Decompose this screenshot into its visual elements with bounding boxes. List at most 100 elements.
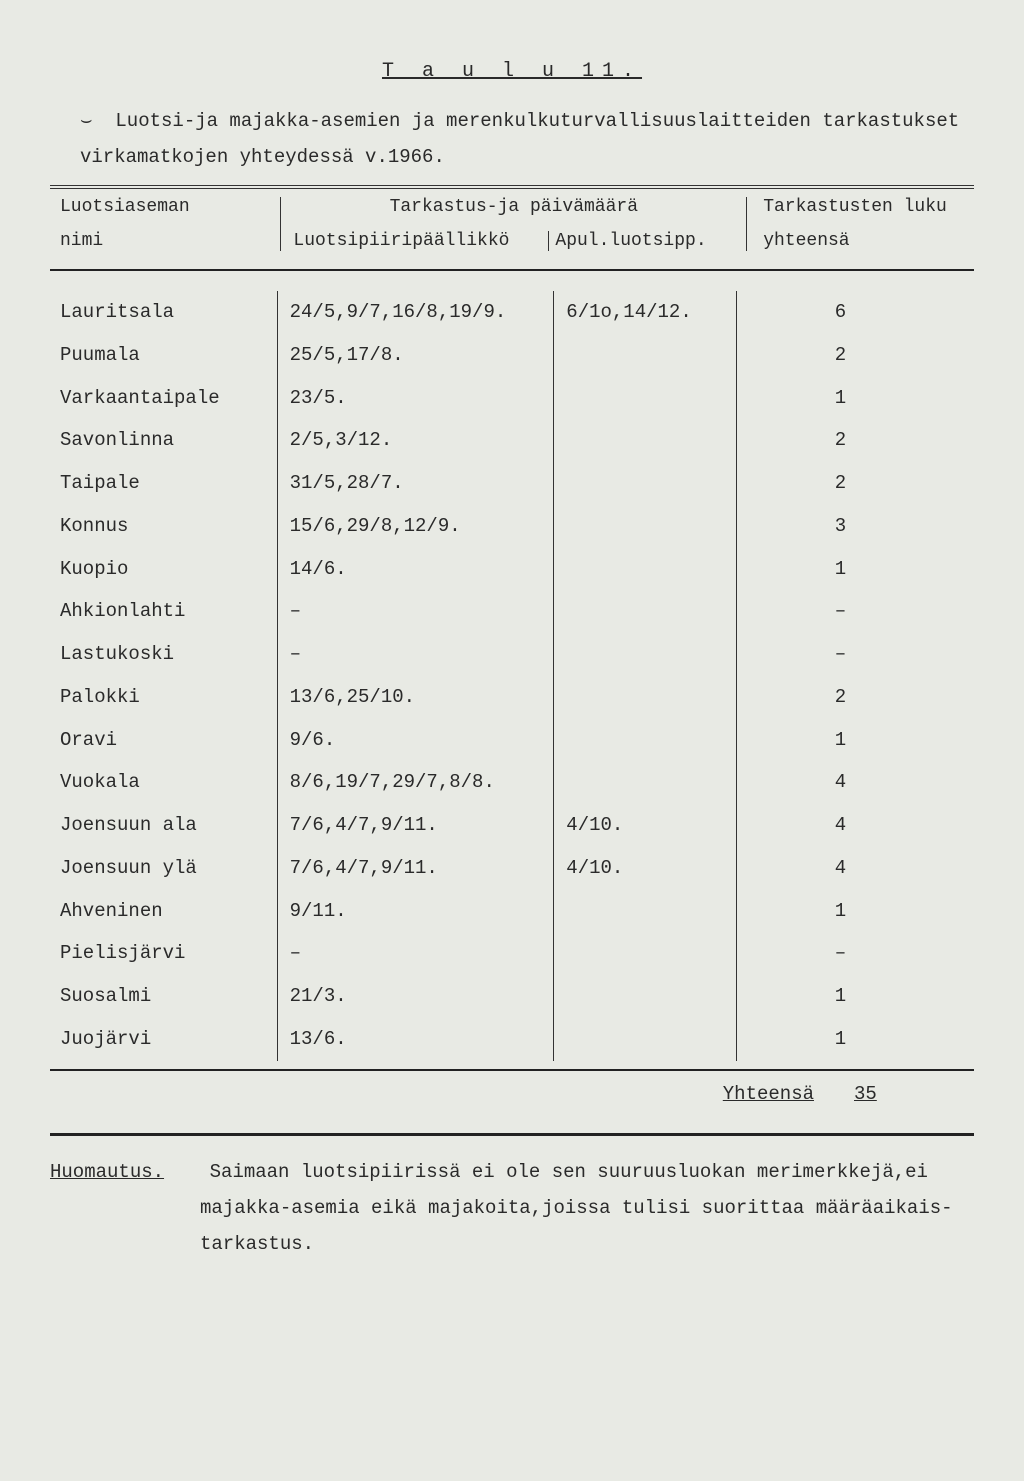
table-row: Palokki13/6,25/10. 2 <box>50 676 974 719</box>
header-station-line1: Luotsiaseman <box>60 197 280 225</box>
intro-marker: ⌣ <box>80 103 104 139</box>
cell-station-name: Ahveninen <box>50 890 277 933</box>
cell-chief-dates: 8/6,19/7,29/7,8/8. <box>277 761 554 804</box>
table-row: Varkaantaipale23/5. 1 <box>50 377 974 420</box>
cell-assistant-dates: 4/10. <box>553 847 737 890</box>
cell-station-name: Joensuun ala <box>50 804 277 847</box>
table-row: Oravi 9/6. 1 <box>50 719 974 762</box>
table-row: Joensuun ylä7/6,4/7,9/11.4/10.4 <box>50 847 974 890</box>
table-row: Vuokala8/6,19/7,29/7,8/8. 4 <box>50 761 974 804</box>
header-station-line2: nimi <box>60 231 280 251</box>
cell-station-name: Palokki <box>50 676 277 719</box>
cell-station-name: Suosalmi <box>50 975 277 1018</box>
cell-station-name: Pielisjärvi <box>50 932 277 975</box>
cell-chief-dates: 7/6,4/7,9/11. <box>277 847 554 890</box>
cell-assistant-dates <box>553 890 737 933</box>
cell-station-name: Joensuun ylä <box>50 847 277 890</box>
heavy-rule <box>50 1133 974 1136</box>
header-col-count: Tarkastusten luku yhteensä <box>747 197 974 251</box>
intro-text: Luotsi-ja majakka-asemien ja merenkulkut… <box>80 110 959 168</box>
cell-count: 1 <box>737 377 974 420</box>
cell-chief-dates: 9/11. <box>277 890 554 933</box>
cell-assistant-dates <box>553 334 737 377</box>
table-row: Juojärvi13/6. 1 <box>50 1018 974 1061</box>
cell-assistant-dates <box>553 633 737 676</box>
table-row: Konnus15/6,29/8,12/9.3 <box>50 505 974 548</box>
table-body: Lauritsala24/5,9/7,16/8,19/9.6/1o,14/12.… <box>50 291 974 1061</box>
note-label: Huomautus. <box>50 1161 164 1183</box>
table-bottom-rule <box>50 1069 974 1071</box>
cell-count: 2 <box>737 334 974 377</box>
cell-station-name: Taipale <box>50 462 277 505</box>
intro-paragraph: ⌣ Luotsi-ja majakka-asemien ja merenkulk… <box>80 103 974 175</box>
cell-assistant-dates: 4/10. <box>553 804 737 847</box>
cell-station-name: Lastukoski <box>50 633 277 676</box>
note-paragraph: Huomautus. Saimaan luotsipiirissä ei ole… <box>50 1154 974 1262</box>
cell-chief-dates: 9/6. <box>277 719 554 762</box>
cell-station-name: Savonlinna <box>50 419 277 462</box>
cell-assistant-dates <box>553 462 737 505</box>
cell-count: 4 <box>737 847 974 890</box>
note-text-first: Saimaan luotsipiirissä ei ole sen suuruu… <box>210 1161 928 1183</box>
cell-station-name: Konnus <box>50 505 277 548</box>
cell-chief-dates: 7/6,4/7,9/11. <box>277 804 554 847</box>
note-text-rest: majakka-asemia eikä majakoita,joissa tul… <box>50 1190 974 1262</box>
cell-count: 2 <box>737 419 974 462</box>
cell-station-name: Puumala <box>50 334 277 377</box>
cell-chief-dates: 23/5. <box>277 377 554 420</box>
cell-station-name: Vuokala <box>50 761 277 804</box>
cell-count: – <box>737 932 974 975</box>
inspection-table: Luotsiaseman nimi Tarkastus-ja päivämäär… <box>50 197 974 1105</box>
table-row: Suosalmi21/3. 1 <box>50 975 974 1018</box>
header-col-station: Luotsiaseman nimi <box>50 197 280 251</box>
cell-chief-dates: 13/6. <box>277 1018 554 1061</box>
cell-assistant-dates <box>553 932 737 975</box>
cell-assistant-dates <box>553 548 737 591</box>
table-row: Joensuun ala7/6,4/7,9/11.4/10.4 <box>50 804 974 847</box>
cell-assistant-dates <box>553 590 737 633</box>
table-row: Savonlinna2/5,3/12. 2 <box>50 419 974 462</box>
cell-chief-dates: 25/5,17/8. <box>277 334 554 377</box>
cell-chief-dates: 24/5,9/7,16/8,19/9. <box>277 291 554 334</box>
cell-assistant-dates <box>553 975 737 1018</box>
cell-assistant-dates <box>553 419 737 462</box>
table-title: T a u l u 11. <box>50 60 974 83</box>
header-sub-assistant: Apul.luotsipp. <box>549 231 734 251</box>
cell-chief-dates: – <box>277 932 554 975</box>
cell-station-name: Varkaantaipale <box>50 377 277 420</box>
cell-assistant-dates <box>553 377 737 420</box>
table-row: Ahkionlahti–– <box>50 590 974 633</box>
total-value: 35 <box>854 1083 934 1105</box>
cell-chief-dates: – <box>277 633 554 676</box>
cell-count: 2 <box>737 462 974 505</box>
cell-count: 1 <box>737 1018 974 1061</box>
cell-station-name: Juojärvi <box>50 1018 277 1061</box>
table-row: Lauritsala24/5,9/7,16/8,19/9.6/1o,14/12.… <box>50 291 974 334</box>
cell-count: 4 <box>737 761 974 804</box>
cell-count: 6 <box>737 291 974 334</box>
cell-chief-dates: 21/3. <box>277 975 554 1018</box>
cell-chief-dates: 31/5,28/7. <box>277 462 554 505</box>
cell-count: 1 <box>737 975 974 1018</box>
total-line: Yhteensä 35 <box>50 1083 974 1105</box>
table-row: Puumala25/5,17/8. 2 <box>50 334 974 377</box>
cell-assistant-dates <box>553 1018 737 1061</box>
title-text: T a u l u 11. <box>382 60 642 83</box>
cell-chief-dates: 13/6,25/10. <box>277 676 554 719</box>
cell-count: 1 <box>737 719 974 762</box>
cell-station-name: Oravi <box>50 719 277 762</box>
cell-assistant-dates <box>553 719 737 762</box>
cell-assistant-dates <box>553 676 737 719</box>
cell-chief-dates: 2/5,3/12. <box>277 419 554 462</box>
cell-count: 1 <box>737 548 974 591</box>
cell-chief-dates: 15/6,29/8,12/9. <box>277 505 554 548</box>
cell-station-name: Lauritsala <box>50 291 277 334</box>
cell-count: – <box>737 590 974 633</box>
cell-count: 2 <box>737 676 974 719</box>
header-count-line2: yhteensä <box>763 231 974 251</box>
cell-count: 4 <box>737 804 974 847</box>
table-row: Pielisjärvi–– <box>50 932 974 975</box>
header-col-dates: Tarkastus-ja päivämäärä Luotsipiiripääll… <box>280 197 747 251</box>
header-dates-top: Tarkastus-ja päivämäärä <box>293 197 734 225</box>
table-header-row: Luotsiaseman nimi Tarkastus-ja päivämäär… <box>50 197 974 271</box>
